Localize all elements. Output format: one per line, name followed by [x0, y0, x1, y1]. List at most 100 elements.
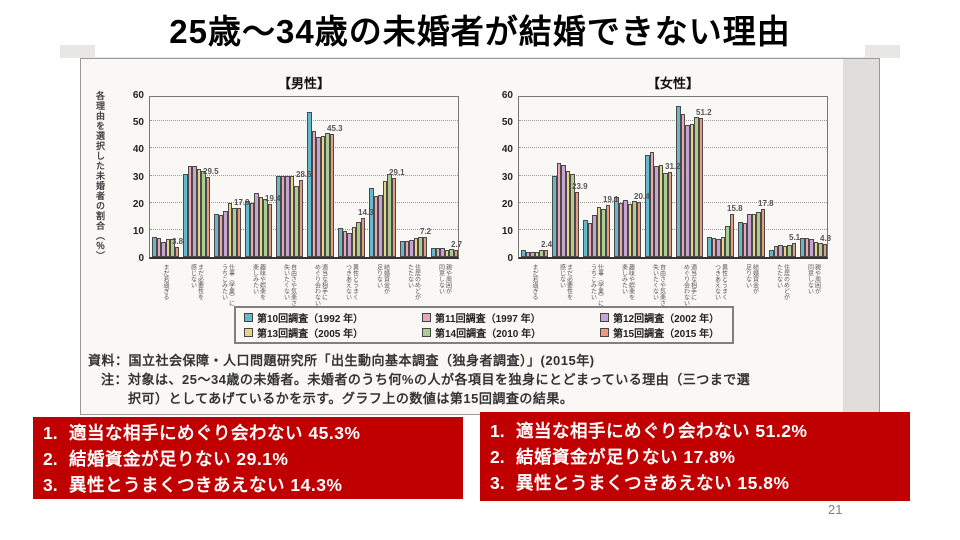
bar: [822, 243, 827, 257]
y-tick-label: 30: [132, 171, 144, 183]
bar: [561, 164, 566, 257]
y-tick-label: 50: [132, 117, 144, 129]
value-label: 15.8: [727, 204, 743, 214]
x-axis-labels-female: まだ若過ぎる まだ必要性を 感じない 仕事（学業）に うちこみたい 趣味や娯楽を 楽しみたい…: [518, 262, 828, 318]
value-label: 45.3: [327, 123, 343, 133]
bar: [663, 172, 668, 257]
x-axis-category-label: 結婚資金が 足りない: [375, 264, 389, 294]
bar: [356, 221, 361, 257]
bar: [187, 166, 192, 257]
bar: [267, 204, 272, 257]
bar: [738, 221, 743, 257]
x-axis-category-label: 適当な相手に めぐり会わない: [682, 264, 696, 306]
highlight-rank: 2.: [490, 447, 505, 467]
bar: [223, 210, 228, 257]
bar: [680, 114, 685, 257]
bar: [449, 248, 454, 257]
bar: [294, 186, 299, 257]
bar: [307, 111, 312, 257]
bar: [409, 240, 414, 257]
bar: [289, 176, 294, 257]
highlight-item: 3. 異性とうまくつきあえない 15.8%: [480, 470, 910, 496]
bar: [804, 237, 809, 257]
x-axis-category-label: 住居のめどが たたない: [775, 264, 789, 300]
highlight-item: 2. 結婚資金が足りない 29.1%: [33, 446, 463, 472]
legend-item: 第14回調査（2010 年）: [422, 325, 600, 340]
bar: [444, 250, 449, 257]
bar: [311, 130, 316, 257]
y-tick-label: 0: [138, 253, 144, 264]
bar: [347, 232, 352, 257]
bar: [596, 206, 601, 257]
x-axis-category-label: 仕事（学業）に うちこみたい: [589, 264, 603, 306]
legend-label: 第14回調査（2010 年）: [435, 329, 542, 340]
y-tick-label: 30: [501, 171, 513, 183]
bar: [742, 223, 747, 257]
bar: [316, 137, 321, 257]
highlight-text: 異性とうまくつきあえない 15.8%: [516, 473, 790, 493]
bar: [605, 205, 610, 257]
bar: [373, 195, 378, 257]
x-axis-category-label: まだ必要性を 感じない: [558, 264, 572, 300]
bar: [174, 246, 179, 257]
x-axis-category-label: 親や周囲が 同意しない: [806, 264, 820, 294]
value-label: 51.2: [696, 107, 712, 117]
highlight-text: 適当な相手にめぐり会わない 51.2%: [516, 421, 808, 441]
highlight-box-female: 1. 適当な相手にめぐり会わない 51.2% 2. 結婚資金が足りない 17.8…: [480, 412, 910, 501]
bar: [156, 237, 161, 257]
bar: [435, 247, 440, 257]
bar: [391, 177, 396, 257]
highlight-rank: 1.: [43, 423, 58, 443]
bar: [818, 243, 823, 257]
bar: [791, 243, 796, 257]
value-label: 14.3: [358, 208, 374, 218]
highlight-item: 3. 異性とうまくつきあえない 14.3%: [33, 472, 463, 498]
bar: [249, 202, 254, 257]
value-label: 5.1: [789, 233, 801, 243]
source-notes: 資料：国立社会保障・人口問題研究所「出生動向基本調査（独身者調査）」(2015年…: [88, 352, 876, 409]
value-label: 28.5: [296, 169, 312, 179]
legend-item: 第12回調査（2002 年）: [600, 310, 738, 325]
x-axis-labels-male: まだ若過ぎる まだ必要性を 感じない 仕事（学業）に うちこみたい 趣味や娯楽を 楽しみたい…: [149, 262, 459, 318]
gridline: [150, 174, 458, 176]
plot-area-male: 3.8 29.5 17.9 19.4 28.5 45.3 14.3 29.1 7.2 2.7: [149, 96, 463, 259]
x-axis-category-label: まだ若過ぎる: [162, 264, 168, 300]
bar: [583, 220, 588, 257]
bar: [263, 198, 268, 257]
bar: [720, 236, 725, 257]
gridline: [519, 174, 827, 176]
bar: [813, 242, 818, 257]
highlight-rank: 1.: [490, 421, 505, 441]
chart-female: 【女性】 0 10 20 30 40 50 60 2.4 23.9 19.1 20.4 31.2 51…: [502, 73, 831, 318]
bar: [636, 201, 641, 257]
gridline: [519, 228, 827, 230]
bar: [530, 251, 535, 257]
bar: [667, 172, 672, 257]
bar: [539, 250, 544, 257]
bar: [694, 117, 699, 257]
bar: [614, 197, 619, 257]
page-number: 21: [828, 502, 843, 517]
gridline: [519, 201, 827, 203]
y-tick-label: 10: [501, 225, 513, 237]
y-tick-label: 50: [501, 117, 513, 129]
bar: [351, 227, 356, 257]
bar: [165, 239, 170, 257]
bar: [574, 192, 579, 257]
x-axis-category-label: まだ必要性を 感じない: [189, 264, 203, 300]
bar: [570, 174, 575, 257]
bar: [698, 117, 703, 257]
y-axis-ticks-female: 0 10 20 30 40 50 60: [490, 90, 516, 264]
bar: [747, 213, 752, 257]
legend-label: 第13回調査（2005 年）: [257, 329, 364, 340]
bar: [298, 179, 303, 257]
value-label: 2.7: [451, 239, 463, 249]
title-banner: 25歳～34歳の未婚者が結婚できない理由: [95, 0, 865, 57]
bar: [800, 237, 805, 257]
bar: [534, 251, 539, 257]
highlight-rank: 3.: [490, 473, 505, 493]
x-axis-category-label: まだ若過ぎる: [531, 264, 537, 300]
highlight-rank: 3.: [43, 475, 58, 495]
legend-label: 第12回調査（2002 年）: [613, 314, 720, 325]
